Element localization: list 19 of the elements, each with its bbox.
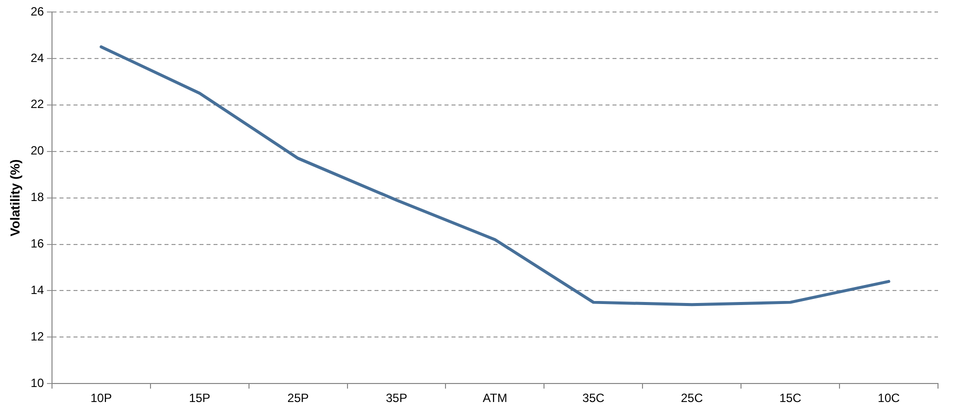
y-tick-label: 12 (30, 329, 44, 344)
x-tick-label: 10C (878, 391, 900, 406)
x-tick-label: ATM (482, 391, 508, 406)
x-tick-label: 25C (680, 391, 704, 406)
y-axis-title: Volatility (%) (7, 159, 22, 236)
y-tick-label: 26 (30, 4, 44, 18)
x-tick-label: 15C (779, 391, 802, 406)
y-tick-label: 22 (30, 97, 44, 112)
x-tick-label: 25P (287, 391, 309, 406)
y-tick-label: 14 (30, 283, 44, 298)
y-tick-label: 20 (30, 144, 44, 158)
x-tick-label: 10P (90, 391, 112, 406)
y-tick-label: 24 (30, 50, 44, 65)
y-tick-label: 18 (30, 190, 44, 204)
y-tick-label: 10 (30, 376, 44, 390)
x-tick-label: 35P (386, 391, 408, 406)
y-tick-label: 16 (30, 236, 44, 251)
x-tick-label: 35C (582, 391, 605, 406)
x-tick-label: 15P (188, 391, 210, 406)
